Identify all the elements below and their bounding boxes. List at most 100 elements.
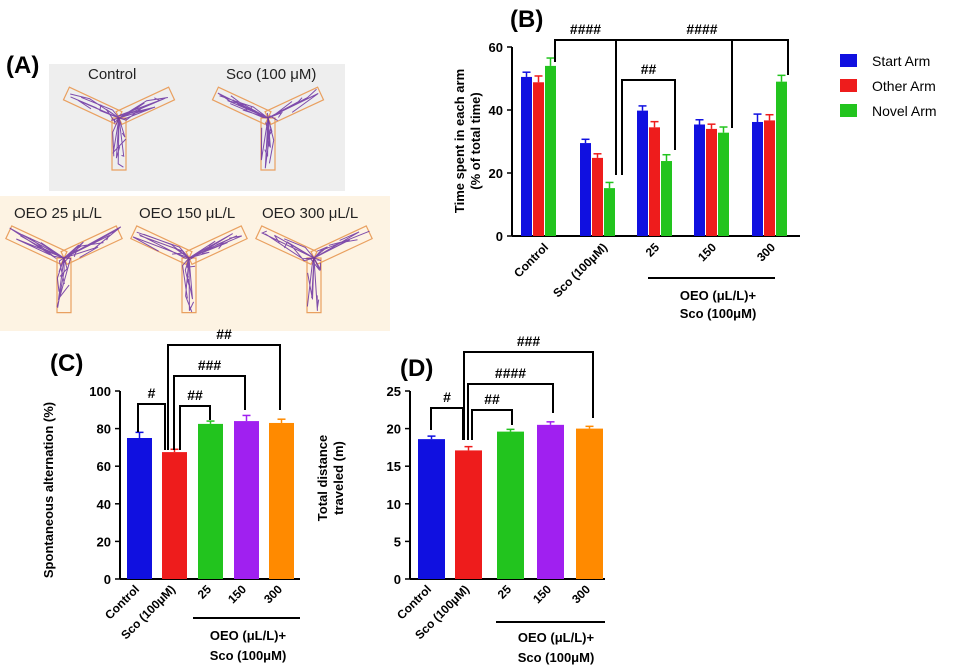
bar	[234, 421, 259, 579]
significance-label: ##	[187, 387, 203, 403]
maze-track-path	[63, 226, 122, 264]
y-tick-label: 15	[387, 459, 401, 474]
bar	[637, 110, 648, 236]
x-tick-label: 150	[530, 582, 554, 606]
significance-bracket	[179, 405, 211, 450]
legend-label: Novel Arm	[872, 102, 937, 119]
significance-bracket	[463, 351, 594, 440]
maze-track-path	[260, 230, 315, 263]
y-tick-label: 60	[97, 459, 111, 474]
chart-b-legend: Start Arm Other Arm Novel Arm	[840, 48, 937, 123]
bar	[198, 423, 223, 579]
significance-bracket	[173, 375, 246, 450]
group-caption-line2: Sco (100μM)	[210, 648, 287, 663]
bar	[521, 76, 532, 236]
maze-track-path	[306, 257, 321, 311]
maze-arm-outline	[211, 86, 272, 126]
bar	[533, 82, 544, 236]
maze-track-path	[70, 93, 120, 122]
panel-label-a: (A)	[6, 52, 40, 79]
significance-bracket	[615, 39, 789, 175]
significance-label: ####	[570, 21, 601, 37]
maze-track-path	[117, 97, 168, 121]
maze-arm-outline	[306, 257, 322, 314]
bar	[764, 120, 775, 236]
maze-arm-outline	[115, 86, 176, 126]
x-tick-label: 25	[495, 582, 515, 602]
maze-track-panel-top	[49, 64, 345, 191]
significance-bracket	[471, 409, 513, 440]
y-tick-label: 100	[89, 384, 111, 399]
maze-arm-outline	[310, 225, 373, 266]
maze-label-oeo-300: OEO 300 μL/L	[262, 205, 359, 222]
significance-bracket	[621, 79, 676, 175]
legend-swatch-blue	[840, 54, 857, 67]
significance-bracket	[467, 383, 554, 440]
y-tick-label: 60	[489, 40, 503, 55]
y-axis-title: Spontaneous alternation (%)	[41, 402, 56, 578]
significance-label: ###	[517, 333, 541, 349]
maze-arm-outline	[185, 225, 248, 266]
significance-label: #	[443, 389, 451, 405]
bar	[127, 438, 152, 579]
bar	[497, 431, 524, 579]
significance-bracket	[430, 407, 464, 440]
y-axis-title: Total distancetraveled (m)	[315, 435, 346, 521]
bar	[604, 188, 615, 236]
y-tick-label: 25	[387, 384, 401, 399]
y-tick-label: 10	[387, 497, 401, 512]
maze-label-sco: Sco (100 μM)	[226, 66, 317, 83]
significance-label: ##	[641, 61, 657, 77]
bar	[752, 121, 763, 236]
bar	[580, 143, 591, 236]
legend-swatch-green	[840, 104, 857, 117]
maze-label-control: Control	[88, 66, 137, 83]
maze-track-path	[182, 257, 196, 313]
bar	[592, 157, 603, 236]
y-tick-label: 20	[387, 422, 401, 437]
x-tick-label: 300	[754, 240, 778, 264]
maze-track-path	[112, 117, 127, 168]
x-tick-label: 150	[225, 582, 249, 606]
significance-bracket	[167, 344, 281, 450]
significance-label: ##	[484, 391, 500, 407]
maze-track-path	[313, 230, 370, 261]
panel-label-d: (D)	[400, 355, 434, 382]
y-axis-title: Time spent in each arm(% of total time)	[452, 69, 483, 213]
maze-tracks	[5, 86, 373, 314]
bar	[661, 161, 672, 236]
y-tick-label: 40	[97, 497, 111, 512]
maze-track-path	[56, 257, 72, 308]
bar	[718, 132, 729, 236]
y-tick-label: 20	[489, 166, 503, 181]
bar	[694, 124, 705, 236]
panel-label-c: (C)	[50, 350, 84, 377]
maze-track-path	[188, 233, 242, 261]
bar	[537, 424, 564, 579]
bar	[162, 452, 187, 579]
maze-label-oeo-150: OEO 150 μL/L	[139, 205, 236, 222]
bar	[269, 422, 294, 579]
bar	[649, 127, 660, 236]
maze-arm-outline	[60, 225, 123, 266]
maze-track-path	[9, 227, 65, 259]
significance-label: ####	[495, 365, 526, 381]
bar	[706, 128, 717, 236]
legend-item-other-arm: Other Arm	[840, 73, 937, 98]
bar	[455, 450, 482, 579]
y-tick-label: 20	[97, 534, 111, 549]
x-tick-label: 300	[569, 582, 593, 606]
significance-label: #	[148, 385, 156, 401]
legend-swatch-red	[840, 79, 857, 92]
panel-label-b: (B)	[510, 6, 544, 33]
maze-track-path	[217, 92, 269, 119]
bar	[545, 65, 556, 237]
legend-item-start-arm: Start Arm	[840, 48, 937, 73]
legend-item-novel-arm: Novel Arm	[840, 98, 937, 123]
x-tick-label: 25	[643, 240, 663, 260]
y-tick-label: 0	[104, 572, 111, 587]
bar	[576, 428, 603, 579]
maze-track-path	[260, 117, 275, 169]
maze-label-oeo-25: OEO 25 μL/L	[14, 205, 102, 222]
